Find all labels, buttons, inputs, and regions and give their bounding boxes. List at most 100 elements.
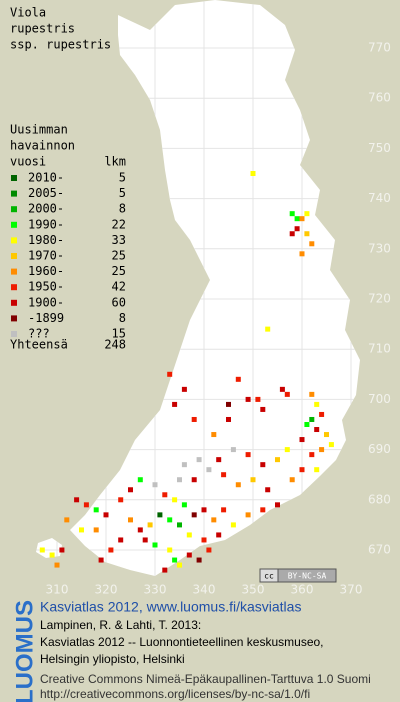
observation-square (245, 512, 251, 518)
legend-swatch (11, 206, 17, 213)
observation-square (167, 547, 173, 553)
legend-count: 60 (112, 295, 126, 309)
observation-square (289, 231, 295, 237)
observation-square (128, 487, 133, 493)
observation-square (284, 391, 290, 397)
observation-square (221, 472, 227, 478)
legend-label: 2005- (28, 186, 64, 200)
legend-swatch (11, 331, 17, 337)
observation-square (304, 211, 310, 217)
legend-count: 8 (119, 311, 126, 325)
license-text: Creative Commons Nimeä-Epäkaupallinen-Ta… (40, 672, 371, 686)
observation-square (289, 477, 295, 483)
y-grid-label: 760 (368, 91, 391, 105)
observation-square (275, 502, 280, 508)
observation-square (93, 507, 99, 513)
legend-swatch (11, 253, 17, 259)
observation-square (279, 386, 285, 392)
observation-square (216, 532, 222, 538)
legend-count: 33 (112, 233, 126, 247)
observation-square (250, 477, 256, 483)
observation-square (284, 447, 290, 453)
legend-swatch (11, 284, 17, 291)
observation-square (309, 452, 315, 458)
observation-square (186, 532, 192, 538)
observation-square (216, 457, 222, 463)
observation-square (211, 432, 217, 438)
observation-square (59, 547, 65, 553)
observation-square (201, 537, 207, 543)
observation-square (289, 211, 295, 217)
y-grid-label: 670 (368, 543, 391, 557)
observation-square (186, 552, 192, 558)
legend-header: lkm (104, 155, 126, 169)
observation-square (191, 512, 197, 518)
observation-square (191, 416, 197, 422)
observation-square (235, 376, 241, 382)
legend-count: 5 (119, 186, 126, 200)
observation-square (98, 557, 104, 563)
observation-square (181, 386, 187, 392)
observation-square (260, 406, 266, 412)
y-grid-label: 680 (368, 492, 391, 506)
legend-label: ??? (28, 327, 50, 341)
y-grid-label: 720 (368, 292, 391, 306)
observation-square (181, 462, 187, 468)
observation-square (250, 171, 256, 176)
legend-total-count: 248 (104, 338, 126, 352)
footer-link: Kasviatlas 2012, www.luomus.fi/kasviatla… (40, 599, 301, 615)
badge-text: BY-NC-SA (288, 572, 327, 581)
y-grid-label: 690 (368, 442, 391, 456)
observation-square (162, 567, 168, 573)
species-title: rupestris (10, 22, 75, 36)
badge-icon: cc (264, 572, 274, 581)
observation-square (260, 507, 266, 513)
observation-square (147, 522, 153, 528)
observation-square (226, 416, 231, 422)
observation-square (299, 467, 305, 473)
observation-square (245, 452, 251, 458)
observation-square (137, 477, 143, 483)
observation-square (167, 517, 173, 523)
observation-square (152, 482, 158, 488)
legend-label: 1970- (28, 249, 64, 263)
observation-square (152, 542, 158, 548)
observation-square (230, 522, 236, 528)
observation-square (309, 391, 315, 397)
legend-label: 2010- (28, 171, 64, 185)
observation-square (181, 502, 187, 508)
x-grid-label: 350 (242, 583, 265, 597)
observation-square (118, 497, 124, 503)
observation-square (324, 432, 329, 438)
x-grid-label: 360 (291, 583, 314, 597)
species-title: Viola (10, 6, 46, 20)
legend-label: 1980- (28, 233, 64, 247)
x-grid-label: 330 (144, 583, 167, 597)
citation: Helsingin yliopisto, Helsinki (40, 652, 185, 666)
legend-count: 25 (112, 249, 126, 263)
observation-square (196, 557, 202, 563)
observation-square (108, 547, 114, 553)
legend-label: 1950- (28, 280, 64, 294)
legend-swatch (11, 315, 17, 322)
badge-icon-box (259, 568, 279, 583)
y-grid-label: 770 (368, 41, 391, 55)
observation-square (54, 562, 60, 568)
observation-square (265, 487, 271, 493)
observation-square (294, 226, 300, 232)
license-badge: cc BY-NC-SA (259, 568, 337, 583)
observation-square (191, 477, 197, 483)
observation-square (93, 527, 99, 533)
observation-square (314, 401, 320, 407)
observation-square (275, 457, 280, 463)
y-grid-label: 740 (368, 191, 391, 205)
x-grid-label: 310 (46, 583, 69, 597)
observation-square (201, 507, 207, 513)
observation-square (206, 547, 212, 553)
logo: LUOMUS (11, 600, 38, 702)
observation-square (235, 482, 241, 488)
observation-square (167, 371, 173, 377)
legend-label: 1900- (28, 295, 64, 309)
observation-square (319, 447, 325, 453)
